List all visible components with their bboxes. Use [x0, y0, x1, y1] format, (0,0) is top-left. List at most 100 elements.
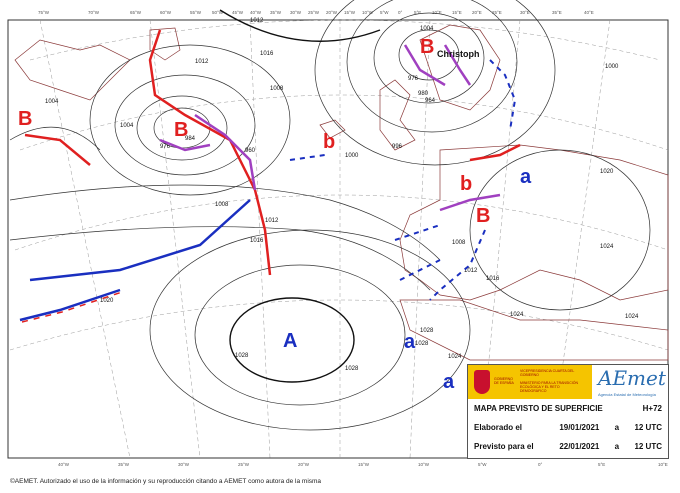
- longitude-label: 70°W: [88, 10, 100, 15]
- isobar-label: 1004: [120, 123, 134, 129]
- isobar-label: 1000: [345, 153, 359, 159]
- longitude-label: 5°E: [598, 462, 605, 467]
- longitude-label: 65°W: [130, 10, 142, 15]
- longitude-label: 35°W: [118, 462, 130, 467]
- title-row: MAPA PREVISTO DE SUPERFICIE H+72: [468, 399, 668, 418]
- warm-front: [469, 143, 521, 162]
- cold-front-forming: [429, 229, 486, 301]
- longitude-label: 20°W: [298, 462, 310, 467]
- low-pressure-label: B: [174, 119, 188, 141]
- longitude-label: 20°W: [326, 10, 338, 15]
- high-pressure-label: a: [520, 166, 532, 188]
- isobar-label: 1012: [464, 268, 478, 274]
- valid-sep: a: [614, 442, 620, 451]
- spain-coat-of-arms-icon: [474, 370, 490, 394]
- ministry-label: MINISTERIO PARA LA TRANSICIÓN ECOLÓGICA …: [520, 381, 579, 393]
- cold-front-forming: [489, 59, 517, 131]
- longitude-label: 10°W: [362, 10, 374, 15]
- isobar-label: 1020: [100, 298, 114, 304]
- vicepresidency-label: VICEPRESIDENCIA CUARTA DEL GOBIERNO: [520, 369, 575, 377]
- isobar-label: 1024: [600, 244, 614, 250]
- high-pressure-label: a: [404, 331, 416, 353]
- warm-front: [24, 133, 91, 166]
- isobar-label: 984: [185, 136, 196, 142]
- isobar-label: 1004: [45, 99, 59, 105]
- longitude-label: 40°W: [58, 462, 70, 467]
- longitude-label: 15°E: [452, 10, 462, 15]
- isobar-label: 1016: [250, 238, 264, 244]
- isobar-label: 1004: [420, 26, 434, 32]
- longitude-label: 50°W: [212, 10, 224, 15]
- elaborated-row: Elaborado el 19/01/2021 a 12 UTC: [468, 418, 668, 437]
- low-pressure-label: B: [420, 36, 434, 58]
- isobar-label: 1008: [215, 202, 229, 208]
- valid-time: 12 UTC: [634, 442, 662, 451]
- trough: [394, 224, 441, 281]
- longitude-label: 15°W: [344, 10, 356, 15]
- isobar-label: 1024: [510, 312, 524, 318]
- aemet-logo: AEmet Agencia Estatal de Meteorología: [592, 365, 668, 399]
- longitude-label: 10°W: [418, 462, 430, 467]
- stationary-front: [21, 291, 123, 323]
- high-pressure-label: A: [283, 330, 297, 352]
- elaborated-label: Elaborado el: [474, 423, 523, 432]
- government-banner: GOBIERNO DE ESPAÑA VICEPRESIDENCIA CUART…: [468, 365, 668, 399]
- valid-row: Previsto para el 22/01/2021 a 12 UTC: [468, 437, 668, 456]
- isobar-label: 976: [160, 144, 171, 150]
- isobar-label: 1008: [452, 240, 466, 246]
- longitude-label: 30°W: [290, 10, 302, 15]
- longitude-label: 60°W: [160, 10, 172, 15]
- isobar-label: 1016: [486, 276, 500, 282]
- occluded-front: [403, 44, 446, 87]
- aemet-logo-subtitle: Agencia Estatal de Meteorología: [598, 392, 656, 397]
- isobar-label: 1008: [270, 86, 284, 92]
- longitude-label: 40°E: [584, 10, 594, 15]
- longitude-label: 15°W: [358, 462, 370, 467]
- longitude-label: 55°W: [190, 10, 202, 15]
- valid-label: Previsto para el: [474, 442, 534, 451]
- lead-time: H+72: [642, 404, 662, 413]
- isobar-label: 1012: [195, 59, 209, 65]
- occluded-front: [159, 138, 211, 152]
- longitude-label: 10°E: [432, 10, 442, 15]
- storm-name-label: Christoph: [437, 49, 480, 59]
- longitude-label: 25°W: [238, 462, 250, 467]
- government-label: GOBIERNO DE ESPAÑA: [494, 377, 514, 385]
- isobar-label: 1028: [235, 353, 249, 359]
- longitude-label: 5°E: [414, 10, 421, 15]
- elaborated-sep: a: [614, 423, 620, 432]
- isobars: [9, 0, 651, 431]
- longitude-label: 0°: [398, 10, 403, 15]
- longitude-label: 30°E: [520, 10, 530, 15]
- graticule: [9, 19, 669, 459]
- isobar-label: 1028: [420, 328, 434, 334]
- top-longitude-labels: 75°W 70°W 65°W 60°W 55°W 50°W 45°W 40°W 35°W 30°W…: [38, 10, 594, 15]
- longitude-label: 25°W: [308, 10, 320, 15]
- isobar-label: 1028: [415, 341, 429, 347]
- low-pressure-label: b: [460, 173, 472, 195]
- aemet-logo-text: AEmet: [598, 366, 666, 390]
- occluded-front: [443, 44, 472, 86]
- longitude-label: 75°W: [38, 10, 50, 15]
- longitude-label: 0°: [538, 462, 543, 467]
- elaborated-date: 19/01/2021: [559, 423, 600, 432]
- isobar-label: 960: [245, 148, 256, 154]
- coastlines: [14, 24, 669, 361]
- isobar-labels: 1012 1016 1012 1008 1004 1004 984 976 960 1008 100…: [45, 18, 639, 372]
- occluded-front: [439, 193, 501, 212]
- bottom-longitude-labels: 40°W 35°W 30°W 25°W 20°W 15°W 10°W 5°W 0° 5°E 10°E: [58, 462, 668, 467]
- isobar-label: 980: [418, 91, 429, 97]
- isobar-label: 1012: [250, 18, 264, 24]
- elaborated-time: 12 UTC: [634, 423, 662, 432]
- longitude-label: 10°E: [658, 462, 668, 467]
- isobar-label: 1028: [345, 366, 359, 372]
- cold-front: [19, 288, 121, 322]
- isobar-label: 1012: [265, 218, 279, 224]
- cold-front: [29, 199, 251, 282]
- low-pressure-label: B: [18, 108, 32, 130]
- low-pressure-label: b: [323, 131, 335, 153]
- longitude-label: 30°W: [178, 462, 190, 467]
- longitude-label: 20°E: [472, 10, 482, 15]
- isobar-label: 1024: [625, 314, 639, 320]
